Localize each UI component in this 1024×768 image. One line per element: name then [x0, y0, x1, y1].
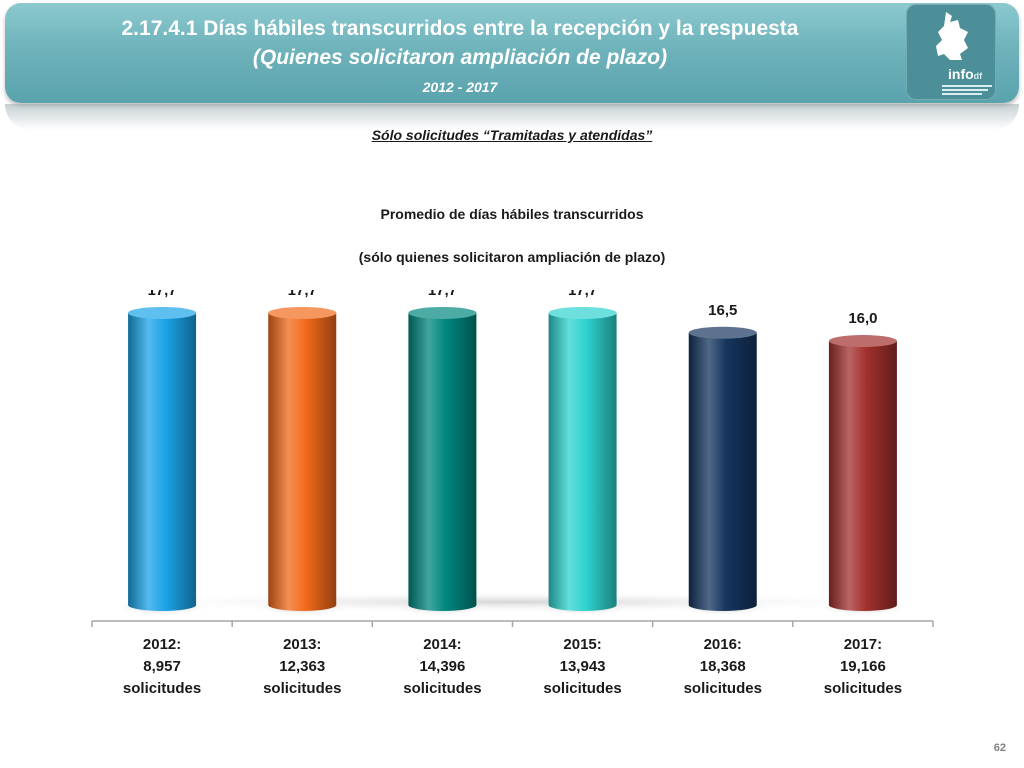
- logo-caption-lines: [942, 85, 992, 95]
- bar-2: [408, 312, 477, 611]
- category-label-1-1: 12,363: [279, 658, 325, 675]
- data-label-5: 16,0: [848, 310, 877, 327]
- data-label-0: 17,7: [147, 290, 176, 299]
- category-label-0-0: 2012:: [143, 636, 181, 653]
- category-label-2-1: 14,396: [419, 658, 465, 675]
- data-label-2: 17,7: [428, 290, 457, 299]
- category-label-5-1: 19,166: [840, 658, 886, 675]
- category-label-4-0: 2016:: [704, 636, 742, 653]
- bar-top-0: [128, 306, 197, 319]
- year-range: 2012 - 2017: [422, 79, 498, 95]
- city-shape-icon: [936, 12, 968, 60]
- category-label-0-2: solicitudes: [123, 680, 201, 697]
- category-label-3-1: 13,943: [560, 658, 606, 675]
- chart-floor: [82, 591, 943, 613]
- category-label-0-1: 8,957: [143, 658, 181, 675]
- header-banner: [5, 3, 1019, 103]
- page-subtitle: (Quienes solicitaron ampliación de plazo…: [252, 46, 668, 69]
- bar-top-4: [688, 326, 757, 339]
- category-label-2-0: 2014:: [423, 636, 461, 653]
- data-label-3: 17,7: [568, 290, 597, 299]
- bar-chart: 17,7 2012: 8,957 solicitudes 17,7 2013: 12,363…: [82, 290, 943, 697]
- category-label-3-0: 2015:: [563, 636, 601, 653]
- category-label-1-2: solicitudes: [263, 680, 341, 697]
- bar-top-2: [408, 306, 477, 319]
- bar-1: [268, 312, 337, 611]
- bar-3: [548, 312, 617, 611]
- category-label-3-2: solicitudes: [543, 680, 621, 697]
- category-label-2-2: solicitudes: [403, 680, 481, 697]
- bar-4: [688, 332, 757, 611]
- logo-text: infodf: [948, 66, 983, 82]
- bar-top-3: [548, 306, 617, 319]
- chart-title: Promedio de días hábiles transcurridos: [380, 206, 644, 222]
- category-label-4-1: 18,368: [700, 658, 746, 675]
- page-title: 2.17.4.1 Días hábiles transcurridos entr…: [121, 17, 799, 40]
- data-label-1: 17,7: [288, 290, 317, 299]
- category-label-5-0: 2017:: [844, 636, 882, 653]
- page-number: 62: [993, 742, 1006, 754]
- bar-0: [128, 312, 197, 611]
- category-label-5-2: solicitudes: [824, 680, 902, 697]
- category-label-1-0: 2013:: [283, 636, 321, 653]
- data-label-4: 16,5: [708, 302, 737, 319]
- header-shadow: [5, 104, 1019, 130]
- bar-top-1: [268, 306, 337, 319]
- chart-subtitle: (sólo quienes solicitaron ampliación de …: [358, 249, 666, 265]
- filter-note: Sólo solicitudes “Tramitadas y atendidas…: [371, 127, 653, 143]
- bar-top-5: [828, 335, 897, 347]
- bar-5: [828, 341, 897, 611]
- category-label-4-2: solicitudes: [684, 680, 762, 697]
- infodf-logo: infodf: [906, 4, 996, 100]
